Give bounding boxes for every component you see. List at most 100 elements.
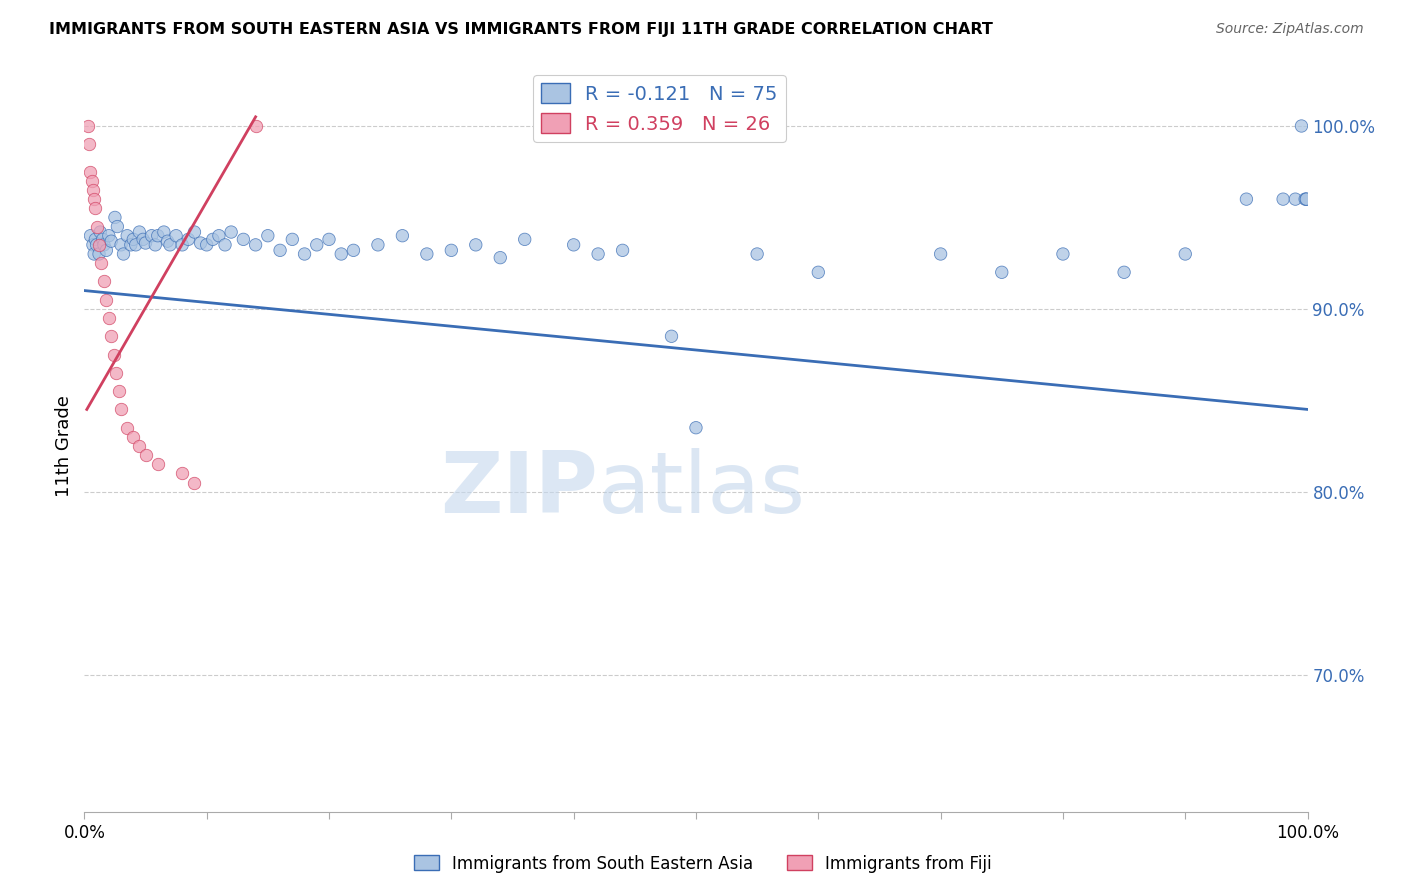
Point	[87, 247, 110, 261]
Point	[661, 329, 683, 343]
Point	[1052, 247, 1074, 261]
Point	[97, 228, 120, 243]
Point	[1174, 247, 1197, 261]
Point	[342, 244, 364, 258]
Point	[77, 137, 100, 152]
Point	[83, 247, 105, 261]
Point	[86, 219, 108, 234]
Point	[586, 247, 609, 261]
Point	[172, 467, 194, 481]
Point	[96, 293, 118, 307]
Point	[281, 232, 304, 246]
Point	[153, 225, 176, 239]
Text: ZIP: ZIP	[440, 449, 598, 532]
Point	[1114, 265, 1136, 279]
Point	[83, 192, 105, 206]
Point	[79, 228, 101, 243]
Point	[172, 237, 194, 252]
Point	[122, 232, 145, 246]
Point	[294, 247, 316, 261]
Point	[208, 228, 231, 243]
Point	[93, 237, 115, 252]
Point	[201, 232, 224, 246]
Point	[219, 225, 242, 239]
Point	[159, 237, 181, 252]
Point	[97, 310, 120, 325]
Point	[132, 232, 155, 246]
Point	[96, 244, 118, 258]
Point	[87, 237, 110, 252]
Legend: Immigrants from South Eastern Asia, Immigrants from Fiji: Immigrants from South Eastern Asia, Immi…	[408, 848, 998, 880]
Point	[165, 228, 187, 243]
Point	[195, 237, 218, 252]
Point	[105, 366, 128, 380]
Point	[100, 329, 122, 343]
Point	[110, 402, 132, 417]
Point	[79, 164, 101, 178]
Point	[245, 119, 267, 133]
Point	[807, 265, 830, 279]
Point	[135, 235, 157, 250]
Point	[93, 274, 115, 288]
Point	[991, 265, 1014, 279]
Point	[214, 237, 236, 252]
Point	[1295, 192, 1317, 206]
Point	[929, 247, 952, 261]
Point	[190, 235, 212, 250]
Point	[107, 384, 129, 399]
Point	[100, 234, 122, 248]
Point	[416, 247, 439, 261]
Point	[391, 228, 413, 243]
Point	[1284, 192, 1306, 206]
Point	[143, 237, 166, 252]
Point	[257, 228, 280, 243]
Point	[245, 237, 267, 252]
Point	[232, 232, 254, 246]
Point	[183, 475, 205, 490]
Point	[305, 237, 328, 252]
Point	[91, 232, 114, 246]
Point	[125, 237, 148, 252]
Legend: R = -0.121   N = 75, R = 0.359   N = 26: R = -0.121 N = 75, R = 0.359 N = 26	[533, 75, 786, 142]
Point	[135, 448, 157, 462]
Point	[115, 420, 138, 434]
Point	[112, 247, 135, 261]
Point	[110, 237, 132, 252]
Point	[685, 420, 707, 434]
Point	[146, 458, 169, 472]
Point	[489, 251, 512, 265]
Point	[80, 174, 103, 188]
Point	[1295, 192, 1317, 206]
Point	[90, 256, 112, 270]
Point	[440, 244, 463, 258]
Point	[156, 234, 179, 248]
Point	[513, 232, 536, 246]
Point	[146, 228, 169, 243]
Point	[464, 237, 486, 252]
Point	[128, 225, 150, 239]
Point	[105, 219, 128, 234]
Point	[128, 439, 150, 453]
Point	[122, 430, 145, 444]
Point	[120, 237, 142, 252]
Point	[1272, 192, 1295, 206]
Point	[562, 237, 585, 252]
Text: Source: ZipAtlas.com: Source: ZipAtlas.com	[1216, 22, 1364, 37]
Point	[82, 237, 104, 252]
Point	[82, 183, 104, 197]
Point	[141, 228, 163, 243]
Point	[1236, 192, 1258, 206]
Point	[612, 244, 634, 258]
Point	[1294, 192, 1316, 206]
Point	[747, 247, 769, 261]
Point	[330, 247, 353, 261]
Y-axis label: 11th Grade: 11th Grade	[55, 395, 73, 497]
Point	[89, 225, 111, 239]
Point	[104, 211, 127, 225]
Point	[318, 232, 340, 246]
Point	[177, 232, 200, 246]
Point	[84, 201, 107, 215]
Point	[84, 232, 107, 246]
Point	[1291, 119, 1313, 133]
Point	[367, 237, 389, 252]
